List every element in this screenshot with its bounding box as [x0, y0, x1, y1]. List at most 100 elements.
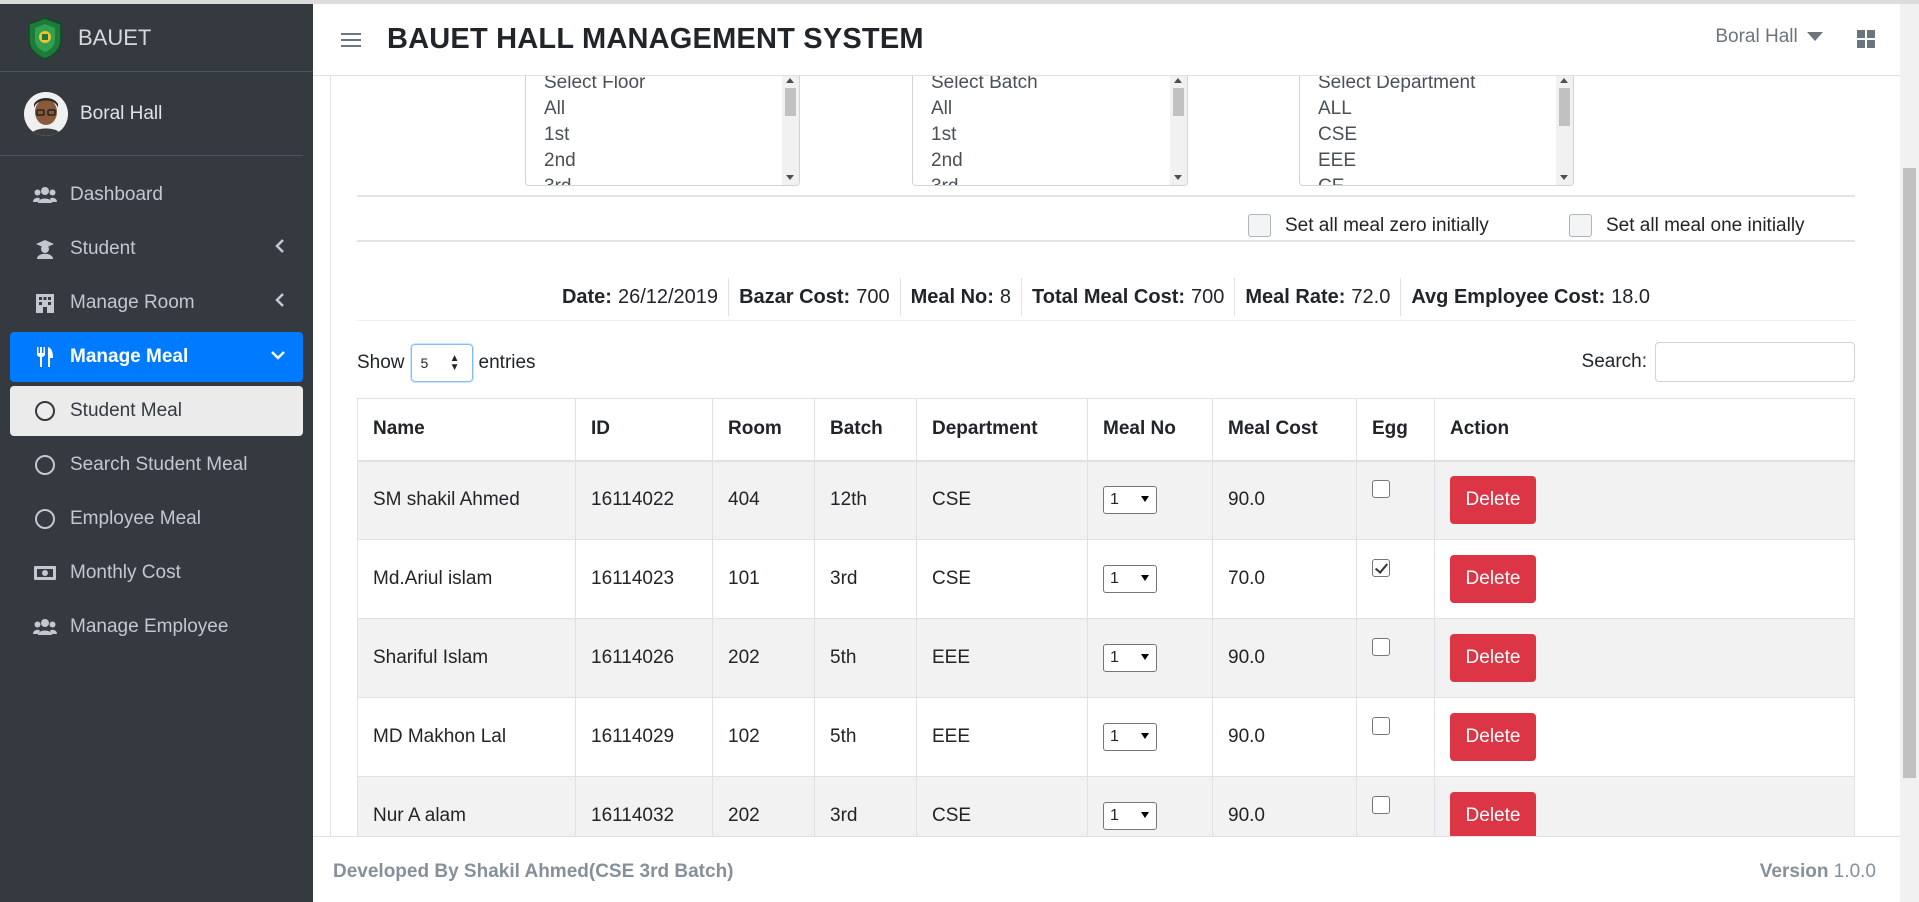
col-room[interactable]: Room	[712, 398, 815, 462]
sidebar-item-label: Student	[70, 238, 136, 259]
cell-id: 16114029	[575, 697, 713, 777]
meal-no-select[interactable]: 1	[1103, 565, 1157, 593]
col-action[interactable]: Action	[1434, 398, 1855, 462]
circle-icon	[32, 454, 58, 476]
cell-batch: 12th	[814, 460, 917, 540]
listbox-scrollbar[interactable]	[1556, 76, 1573, 185]
cell-action: Delete	[1434, 460, 1855, 540]
sidebar-item-employee-meal[interactable]: Employee Meal	[10, 494, 303, 544]
brand[interactable]: BAUET	[0, 4, 313, 72]
sidebar-item-label: Dashboard	[70, 184, 163, 205]
floor-option[interactable]: Select Floor	[544, 76, 646, 93]
department-option[interactable]: CSE	[1318, 124, 1358, 145]
meal-zero-checkbox[interactable]: Set all meal zero initially	[1248, 214, 1489, 237]
delete-button[interactable]: Delete	[1450, 792, 1536, 836]
cell-name: Shariful Islam	[357, 618, 576, 698]
checkbox-box[interactable]	[1569, 214, 1592, 237]
sidebar-item-search-student-meal[interactable]: Search Student Meal	[10, 440, 303, 490]
batch-option[interactable]: 3rd	[913, 174, 1187, 185]
delete-button[interactable]: Delete	[1450, 634, 1536, 682]
stat-bazar-cost: Bazar Cost: 700	[728, 278, 900, 316]
table-row: Nur A alam 16114032 202 3rd CSE 1 90.0 D…	[357, 776, 1855, 836]
sidebar-item-manage-employee[interactable]: Manage Employee	[10, 602, 303, 652]
department-option[interactable]: EEE	[1318, 150, 1357, 171]
col-department[interactable]: Department	[916, 398, 1088, 462]
cell-department: CSE	[916, 460, 1088, 540]
batch-option[interactable]: Select Batch	[931, 76, 1038, 93]
delete-button[interactable]: Delete	[1450, 476, 1536, 525]
meal-no-select[interactable]: 1	[1103, 486, 1157, 515]
user-panel[interactable]: Boral Hall	[0, 72, 303, 156]
entries-label: entries	[478, 352, 536, 373]
sidebar-item-manage-room[interactable]: Manage Room	[10, 278, 303, 328]
cell-id: 16114026	[575, 618, 713, 698]
batch-option[interactable]: 1st	[931, 124, 957, 145]
stat-meal-rate: Meal Rate: 72.0	[1234, 278, 1400, 316]
meal-no-select[interactable]: 1	[1103, 644, 1157, 672]
listbox-scrollbar[interactable]	[1170, 76, 1187, 185]
egg-checkbox[interactable]	[1372, 638, 1390, 656]
cell-meal-cost: 70.0	[1212, 539, 1357, 619]
department-option[interactable]: CE	[1300, 174, 1573, 185]
stat-meal-no: Meal No: 8	[899, 278, 1021, 316]
cell-meal-no: 1	[1087, 539, 1213, 619]
col-name[interactable]: Name	[357, 398, 576, 462]
egg-checkbox[interactable]	[1372, 559, 1390, 577]
sidebar-item-monthly-cost[interactable]: Monthly Cost	[10, 548, 303, 598]
page-scrollbar[interactable]	[1900, 4, 1919, 902]
sidebar-nav: Dashboard Student Manage Room Manage	[0, 156, 313, 652]
batch-select[interactable]: Select Batch All 1st 2nd 3rd	[912, 76, 1188, 186]
meal-no-select[interactable]: 1	[1103, 723, 1157, 751]
floor-select[interactable]: Select Floor All 1st 2nd 3rd	[525, 76, 800, 186]
delete-button[interactable]: Delete	[1450, 555, 1536, 603]
col-egg[interactable]: Egg	[1356, 398, 1435, 462]
cell-action: Delete	[1434, 697, 1855, 777]
batch-option[interactable]: 2nd	[931, 150, 963, 171]
updown-icon: ▲ ▼	[449, 353, 460, 373]
search-input[interactable]	[1655, 342, 1855, 382]
floor-option[interactable]: All	[544, 98, 566, 119]
stat-total-meal-cost: Total Meal Cost: 700	[1021, 278, 1234, 316]
sidebar-item-student-meal[interactable]: Student Meal	[10, 386, 303, 436]
sidebar-item-label: Manage Meal	[70, 346, 189, 367]
floor-option[interactable]: 3rd	[526, 174, 799, 185]
stat-date: Date: 26/12/2019	[561, 285, 719, 308]
col-batch[interactable]: Batch	[814, 398, 917, 462]
meal-no-select[interactable]: 1	[1103, 802, 1157, 830]
col-meal-no[interactable]: Meal No	[1087, 398, 1213, 462]
bauet-logo-icon	[26, 16, 64, 60]
checkbox-label: Set all meal zero initially	[1285, 214, 1489, 236]
cell-batch: 5th	[814, 697, 917, 777]
col-id[interactable]: ID	[575, 398, 713, 462]
listbox-scrollbar[interactable]	[782, 76, 799, 185]
egg-checkbox[interactable]	[1372, 717, 1390, 735]
money-icon	[32, 562, 58, 584]
cell-meal-no: 1	[1087, 697, 1213, 777]
dropdown-arrow-icon	[1141, 654, 1149, 660]
entries-select[interactable]: 5 ▲ ▼	[410, 344, 473, 382]
page-scrollbar-thumb[interactable]	[1903, 168, 1916, 778]
floor-option[interactable]: 1st	[544, 124, 570, 145]
hall-dropdown[interactable]: Boral Hall	[1715, 26, 1823, 48]
show-label: Show	[357, 352, 405, 373]
egg-checkbox[interactable]	[1372, 796, 1390, 814]
batch-option[interactable]: All	[931, 98, 953, 119]
grid-icon[interactable]	[1857, 30, 1875, 48]
table-row: SM shakil Ahmed 16114022 404 12th CSE 1 …	[357, 460, 1855, 540]
page-title: BAUET HALL MANAGEMENT SYSTEM	[387, 23, 924, 55]
delete-button[interactable]: Delete	[1450, 713, 1536, 761]
col-meal-cost[interactable]: Meal Cost	[1212, 398, 1357, 462]
hamburger-menu-icon[interactable]	[341, 29, 361, 51]
sidebar-item-manage-meal[interactable]: Manage Meal	[10, 332, 303, 382]
sidebar-item-student[interactable]: Student	[10, 224, 303, 274]
egg-checkbox[interactable]	[1372, 480, 1390, 499]
meal-one-checkbox[interactable]: Set all meal one initially	[1569, 214, 1805, 237]
department-option[interactable]: ALL	[1318, 98, 1352, 119]
sidebar-item-dashboard[interactable]: Dashboard	[10, 170, 303, 220]
floor-option[interactable]: 2nd	[544, 150, 576, 171]
department-select[interactable]: Select Department ALL CSE EEE CE	[1299, 76, 1574, 186]
checkbox-box[interactable]	[1248, 214, 1271, 237]
entries-length-control: Show 5 ▲ ▼ entries	[357, 344, 536, 382]
department-option[interactable]: Select Department	[1318, 76, 1476, 93]
cell-room: 202	[712, 776, 815, 836]
